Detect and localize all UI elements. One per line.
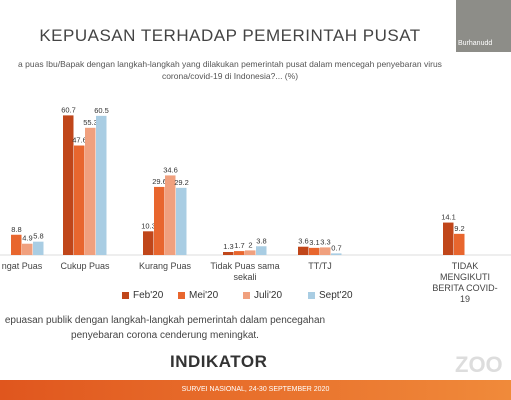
value-label: 2 (248, 240, 252, 249)
bar (165, 175, 176, 255)
bar (331, 253, 342, 255)
value-label: 1.7 (234, 241, 244, 250)
legend-item: Sept'20 (308, 290, 353, 301)
chart-title: KEPUASAN TERHADAP PEMERINTAH PUSAT (39, 26, 421, 45)
value-label: 3.3 (320, 237, 330, 246)
legend-label: Mei'20 (189, 290, 219, 301)
value-label: 5.8 (33, 232, 43, 241)
bar (245, 250, 256, 255)
chart-subtitle: a puas Ibu/Bapak dengan langkah-langkah … (18, 59, 442, 81)
bar (223, 252, 234, 255)
bar (143, 231, 154, 255)
value-label: 34.6 (163, 165, 178, 174)
logo: INDIKATOR (170, 352, 268, 371)
bar (320, 247, 331, 255)
legend-swatch (243, 292, 250, 299)
bar (22, 243, 33, 255)
value-label: 4.9 (22, 234, 32, 243)
value-label: 8.8 (11, 225, 21, 234)
x-tick-label: Cukup Puas (60, 261, 110, 271)
value-label: 29.2 (174, 178, 189, 187)
value-label: 3.1 (309, 238, 319, 247)
value-label: 9.2 (454, 224, 464, 233)
value-label: 60.7 (61, 105, 76, 114)
bar (74, 145, 85, 255)
x-tick-label: TIDAK MENGIKUTI BERITA COVID-19 (432, 261, 498, 304)
value-label: 0.7 (331, 243, 341, 252)
value-label: 55.3 (83, 118, 98, 127)
bar (11, 234, 22, 255)
legend-swatch (178, 292, 185, 299)
value-label: 3.6 (298, 237, 308, 246)
bar (309, 247, 320, 255)
bar (96, 115, 107, 255)
legend-label: Sept'20 (319, 290, 353, 301)
participant-name: Burhanudd (458, 40, 493, 47)
caption: epuasan publik dengan langkah-langkah pe… (4, 315, 326, 341)
watermark: ZOO (455, 352, 503, 377)
bar (63, 115, 74, 255)
x-tick-label: TT/TJ (308, 261, 332, 271)
bar (33, 241, 44, 255)
value-label: 14.1 (441, 213, 456, 222)
bar (443, 222, 454, 255)
legend-swatch (308, 292, 315, 299)
value-label: 3.8 (256, 236, 266, 245)
webcam (456, 0, 511, 52)
footer: SURVEI NASIONAL, 24-30 SEPTEMBER 2020 (0, 380, 511, 400)
legend-item: Feb'20 (122, 290, 163, 301)
legend-swatch (122, 292, 129, 299)
bar (256, 246, 267, 255)
value-label: 47.6 (72, 136, 87, 145)
value-label: 29.6 (152, 177, 167, 186)
legend-label: Juli'20 (254, 290, 283, 301)
bar (154, 186, 165, 255)
value-label: 60.5 (94, 106, 109, 115)
x-tick-label: Tidak Puas sama sekali (210, 261, 280, 282)
bar (234, 251, 245, 255)
x-tick-label: ngat Puas (1, 261, 43, 271)
bar (176, 187, 187, 255)
legend-label: Feb'20 (133, 290, 164, 301)
legend-item: Mei'20 (178, 290, 218, 301)
value-label: 10.3 (141, 221, 156, 230)
bar (85, 127, 96, 255)
bar (298, 246, 309, 255)
value-label: 1.3 (223, 242, 233, 251)
x-tick-label: Kurang Puas (138, 261, 192, 271)
bar (454, 233, 465, 255)
legend-item: Juli'20 (243, 290, 282, 301)
